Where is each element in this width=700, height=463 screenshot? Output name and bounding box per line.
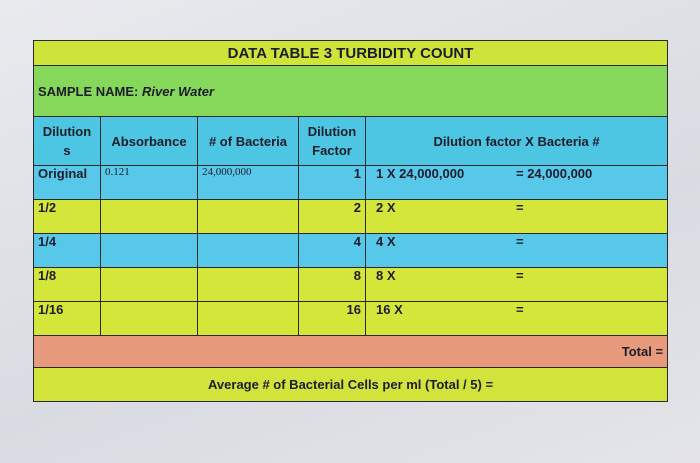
dilution-cell: 1/16	[33, 301, 101, 336]
data-row: 1/2 2 2 X =	[33, 199, 669, 234]
absorbance-cell	[100, 267, 198, 302]
header-text: Dilution factor X Bacteria #	[433, 133, 600, 149]
bacteria-cell	[197, 267, 299, 302]
header-cell: Dilution Factor	[298, 116, 366, 166]
result: =	[516, 234, 524, 250]
dilution: 1/16	[38, 302, 64, 318]
data-row: 1/16 16 16 X =	[33, 301, 669, 336]
absorbance-cell	[100, 301, 198, 336]
dilution-cell: 1/8	[33, 267, 101, 302]
factor: 2	[353, 200, 361, 216]
sample-row: SAMPLE NAME: River Water	[32, 65, 669, 117]
header-cell: Dilution s	[33, 116, 101, 166]
factor: 1	[353, 166, 361, 182]
product: 1 X 24,000,000	[376, 166, 465, 182]
sample-cell: SAMPLE NAME: River Water	[32, 65, 669, 117]
dilution-cell: Original	[33, 165, 101, 200]
header-text: # of Bacteria	[208, 133, 288, 149]
data-row: 1/8 8 8 X =	[33, 267, 669, 302]
total-cell: Total =	[32, 335, 669, 368]
result: = 24,000,000	[516, 166, 593, 182]
absorbance-cell	[100, 233, 198, 268]
product: 8 X	[376, 268, 396, 284]
factor-cell: 8	[298, 267, 366, 302]
sample-label: SAMPLE NAME:	[38, 83, 139, 99]
title-row: DATA TABLE 3 TURBIDITY COUNT	[32, 40, 669, 66]
data-row: 1/4 4 4 X =	[33, 233, 669, 268]
sample-value: River Water	[142, 83, 215, 99]
factor-cell: 1	[298, 165, 366, 200]
absorbance-cell: 0.121	[100, 165, 198, 200]
absorbance-cell	[100, 199, 198, 234]
table-body: DATA TABLE 3 TURBIDITY COUNT SAMPLE NAME…	[32, 40, 669, 402]
dilution-cell: 1/2	[33, 199, 101, 234]
dilution: Original	[38, 166, 88, 182]
header-text: s	[63, 143, 71, 158]
factor: 4	[353, 234, 361, 250]
product-cell: 8 X =	[364, 267, 669, 302]
dilution: 1/2	[38, 200, 57, 216]
product-cell: 16 X =	[364, 301, 669, 336]
table-title: DATA TABLE 3 TURBIDITY COUNT	[32, 40, 669, 66]
factor-cell: 4	[298, 233, 366, 268]
header-cell: Absorbance	[100, 116, 198, 166]
header-text: Dilution	[307, 124, 357, 139]
header-cell: # of Bacteria	[197, 116, 299, 166]
header-text: Factor	[312, 143, 352, 158]
dilution: 1/8	[38, 268, 57, 284]
absorbance: 0.121	[105, 166, 130, 179]
product: 4 X	[376, 234, 396, 250]
factor: 8	[353, 268, 361, 284]
bacteria: 24,000,000	[202, 166, 252, 179]
bacteria-cell	[197, 301, 299, 336]
factor: 16	[346, 302, 361, 318]
bacteria-cell	[197, 199, 299, 234]
average-row: Average # of Bacterial Cells per ml (Tot…	[32, 367, 669, 402]
data-table: DATA TABLE 3 TURBIDITY COUNT SAMPLE NAME…	[32, 40, 669, 402]
header-text: Dilution	[42, 124, 92, 139]
average-cell: Average # of Bacterial Cells per ml (Tot…	[32, 367, 669, 402]
result: =	[516, 200, 524, 216]
data-row: Original 0.121 24,000,000 1 1 X 24,000,000 = …	[33, 165, 669, 200]
product-cell: 2 X =	[364, 199, 669, 234]
bacteria-cell	[197, 233, 299, 268]
product: 16 X	[376, 302, 403, 318]
header-text: Absorbance	[111, 133, 187, 149]
total-row: Total =	[32, 335, 669, 368]
result: =	[516, 268, 524, 284]
product: 2 X	[376, 200, 396, 216]
product-cell: 4 X =	[364, 233, 669, 268]
dilution-cell: 1/4	[33, 233, 101, 268]
bacteria-cell: 24,000,000	[197, 165, 299, 200]
factor-cell: 2	[298, 199, 366, 234]
dilution: 1/4	[38, 234, 57, 250]
result: =	[516, 302, 524, 318]
header-row: Dilution s Absorbance # of Bacteria Dilution…	[33, 116, 669, 166]
factor-cell: 16	[298, 301, 366, 336]
product-cell: 1 X 24,000,000 = 24,000,000	[364, 165, 669, 200]
header-cell: Dilution factor X Bacteria #	[364, 116, 669, 166]
